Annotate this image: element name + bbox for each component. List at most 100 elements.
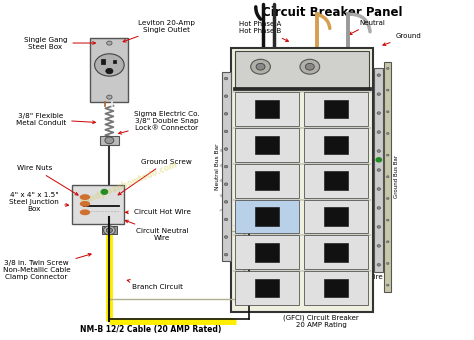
Circle shape <box>103 226 115 235</box>
Text: Branch Circuit: Branch Circuit <box>127 279 183 290</box>
Circle shape <box>101 189 108 194</box>
Ellipse shape <box>81 195 90 199</box>
Circle shape <box>386 111 389 113</box>
Bar <box>235 164 299 198</box>
Circle shape <box>386 241 389 243</box>
Circle shape <box>224 148 228 150</box>
Text: Neutral Bus Bar: Neutral Bus Bar <box>386 148 391 192</box>
Text: Ground: Ground <box>383 33 421 46</box>
Text: Single Gang
Steel Box: Single Gang Steel Box <box>24 36 95 50</box>
Ellipse shape <box>81 202 90 206</box>
Bar <box>235 271 299 305</box>
Circle shape <box>386 132 389 134</box>
Bar <box>73 185 124 224</box>
Circle shape <box>386 154 389 156</box>
Text: handymanhowtodo.com: handymanhowtodo.com <box>267 140 366 187</box>
Bar <box>233 87 371 90</box>
Circle shape <box>224 183 228 186</box>
Bar <box>324 136 348 154</box>
Circle shape <box>386 262 389 265</box>
Circle shape <box>305 63 314 70</box>
Bar <box>374 68 383 272</box>
Text: Neutral Bus Bar: Neutral Bus Bar <box>216 143 220 190</box>
Bar <box>231 48 373 312</box>
Bar <box>101 59 105 64</box>
Circle shape <box>377 131 381 133</box>
Circle shape <box>107 95 112 99</box>
Text: Sigma Electric Co.
3/8" Double Snap
Lock® Connector: Sigma Electric Co. 3/8" Double Snap Lock… <box>118 111 199 134</box>
Circle shape <box>106 228 112 233</box>
Text: Pigtail: Pigtail <box>247 152 279 160</box>
Circle shape <box>386 198 389 200</box>
Bar <box>91 38 128 102</box>
Circle shape <box>376 158 382 162</box>
Bar <box>255 243 279 262</box>
Circle shape <box>377 112 381 115</box>
Bar <box>255 171 279 190</box>
Circle shape <box>224 95 228 98</box>
Circle shape <box>377 169 381 171</box>
Circle shape <box>377 188 381 190</box>
Circle shape <box>224 113 228 115</box>
Bar <box>324 243 348 262</box>
Circle shape <box>256 63 265 70</box>
Text: 3/8" Flexible
Metal Conduit: 3/8" Flexible Metal Conduit <box>16 113 95 126</box>
Circle shape <box>224 201 228 203</box>
Text: Wire Nuts: Wire Nuts <box>17 165 78 195</box>
Bar <box>324 100 348 118</box>
Bar <box>255 279 279 298</box>
Text: Ground Bus Bar: Ground Bus Bar <box>394 155 399 198</box>
Circle shape <box>107 41 112 45</box>
Text: handymanhowtodo.com: handymanhowtodo.com <box>79 160 178 207</box>
Bar <box>304 164 368 198</box>
Circle shape <box>377 264 381 266</box>
Circle shape <box>377 225 381 228</box>
Text: Neutral: Neutral <box>349 20 385 35</box>
Text: NM-B 12/2 Cable (20 AMP Rated): NM-B 12/2 Cable (20 AMP Rated) <box>80 325 221 334</box>
Circle shape <box>95 54 124 76</box>
Bar <box>255 100 279 118</box>
Circle shape <box>386 284 389 286</box>
Ellipse shape <box>81 210 90 215</box>
Circle shape <box>224 218 228 221</box>
Circle shape <box>224 253 228 256</box>
Bar <box>113 59 116 63</box>
Text: 3/8 in. Twin Screw
Non-Metallic Cable
Clamp Connector: 3/8 in. Twin Screw Non-Metallic Cable Cl… <box>3 254 91 280</box>
Text: Circuit Hot Wire: Circuit Hot Wire <box>126 209 191 215</box>
Circle shape <box>251 59 270 74</box>
Bar <box>304 200 368 234</box>
Circle shape <box>386 176 389 178</box>
Circle shape <box>377 150 381 152</box>
Bar <box>235 51 369 88</box>
Text: Ground Fault Circuit Interrupt
(GFCI) Circuit Breaker
20 AMP Rating: Ground Fault Circuit Interrupt (GFCI) Ci… <box>270 269 373 327</box>
Bar <box>324 171 348 190</box>
Bar <box>235 200 299 234</box>
Bar <box>304 236 368 269</box>
Text: Circuit Breaker Panel: Circuit Breaker Panel <box>262 6 402 19</box>
Circle shape <box>105 137 114 144</box>
Text: Ground Screw: Ground Screw <box>118 158 192 195</box>
Bar <box>304 92 368 126</box>
Text: Hot Phase A
Hot Phase B: Hot Phase A Hot Phase B <box>239 21 288 41</box>
Text: Circuit Ground Wire: Circuit Ground Wire <box>314 269 382 280</box>
Circle shape <box>224 236 228 238</box>
Circle shape <box>106 68 113 74</box>
Text: Circuit Neutral
Wire: Circuit Neutral Wire <box>125 220 188 241</box>
Circle shape <box>377 207 381 209</box>
Bar <box>304 128 368 162</box>
Circle shape <box>377 93 381 96</box>
Bar <box>324 279 348 298</box>
Circle shape <box>377 244 381 247</box>
Circle shape <box>386 89 389 91</box>
Circle shape <box>224 165 228 168</box>
Bar <box>255 136 279 154</box>
Bar <box>102 226 117 234</box>
Bar <box>235 128 299 162</box>
Circle shape <box>377 74 381 76</box>
Bar <box>324 207 348 226</box>
Bar <box>100 136 119 144</box>
Text: Leviton 20-Amp
Single Outlet: Leviton 20-Amp Single Outlet <box>123 20 195 42</box>
Bar <box>384 62 392 292</box>
Circle shape <box>224 130 228 133</box>
Bar <box>235 92 299 126</box>
